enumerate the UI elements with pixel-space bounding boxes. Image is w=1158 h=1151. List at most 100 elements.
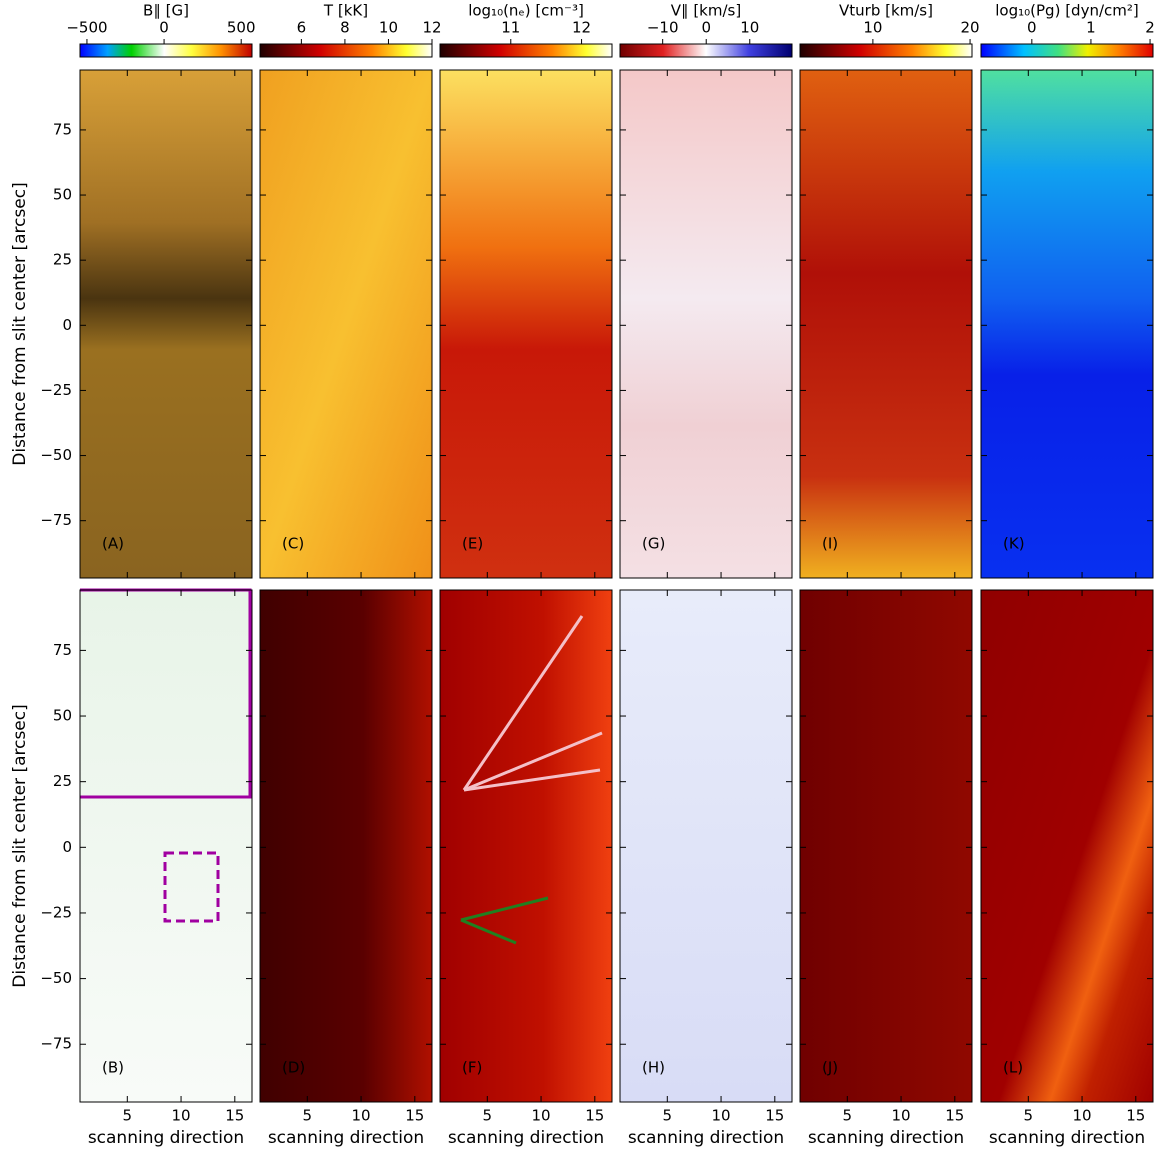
panel-frame [79,69,253,579]
colorbar-title: T [kK] [323,2,368,20]
panel-frame [619,69,793,579]
heatmap [80,590,252,1102]
x-axis-label: scanning direction [448,1128,604,1148]
colorbar-title: V∥ [km/s] [671,2,741,20]
y-tick-label: −25 [40,381,72,399]
colorbar-tick-label: 10 [863,19,882,37]
y-tick-label: 75 [53,120,72,138]
colorbar-tick-label: 0 [159,19,169,37]
direction-lines [460,896,549,945]
y-tick-label: 0 [62,316,72,334]
panel-label: (C) [282,535,304,553]
panel-frame [799,69,973,579]
panel-label: (B) [102,1059,124,1077]
x-axis-label: scanning direction [88,1128,244,1148]
x-tick-label: 5 [843,1107,853,1125]
x-tick-label: 15 [945,1107,964,1125]
x-tick-label: 10 [172,1107,191,1125]
panel-frame [619,589,793,1103]
colorbar-tick-label: 2 [1145,19,1155,37]
colorbar-tick-label: 11 [501,19,520,37]
y-tick-label: −75 [40,511,72,529]
panel-frame [799,589,973,1103]
colorbar-title: log₁₀(Pg) [dyn/cm²] [995,2,1138,20]
y-tick-label: −25 [40,903,72,921]
colorbar [79,43,253,58]
panel-label: (L) [1003,1059,1023,1077]
heatmap [260,590,432,1102]
x-axis-label: scanning direction [808,1128,964,1148]
x-axis-label: scanning direction [628,1128,784,1148]
y-tick-label: 25 [53,251,72,269]
x-tick-label: 10 [892,1107,911,1125]
x-tick-label: 10 [712,1107,731,1125]
colorbar-tick-label: 0 [701,19,711,37]
x-tick-label: 5 [1024,1107,1034,1125]
panel-label: (A) [102,535,124,553]
x-tick-label: 5 [483,1107,493,1125]
y-tick-label: 50 [53,707,72,725]
colorbar-tick-label: 12 [572,19,591,37]
panels [80,70,1153,1102]
colorbar-tick-label: −10 [647,19,679,37]
colorbar-tick-label: 1 [1086,19,1096,37]
direction-lines [462,615,603,792]
y-tick-label: −50 [40,969,72,987]
y-tick-label: −50 [40,446,72,464]
x-tick-label: 15 [225,1107,244,1125]
region-box [163,851,220,923]
x-tick-label: 10 [352,1107,371,1125]
x-tick-label: 10 [532,1107,551,1125]
heatmap [981,70,1153,578]
y-tick-label: 0 [62,838,72,856]
colorbar [799,43,973,58]
x-tick-label: 15 [585,1107,604,1125]
heatmap [440,590,612,1102]
x-axis-label: scanning direction [268,1128,424,1148]
y-axis-label: Distance from slit center [arcsec] [10,182,30,465]
panel-label: (J) [822,1059,838,1077]
colorbar-title: log₁₀(nₑ) [cm⁻³] [468,2,584,20]
panel-frame [980,69,1154,579]
y-tick-label: 75 [53,641,72,659]
x-tick-label: 15 [1126,1107,1145,1125]
colorbar-tick-label: 12 [422,19,441,37]
panel-frame [980,589,1154,1103]
panel-label: (H) [642,1059,665,1077]
panel-label: (E) [462,535,483,553]
heatmap [981,590,1153,1102]
heatmap [80,70,252,578]
y-tick-label: 25 [53,772,72,790]
colorbar [439,43,613,58]
panel-frame [439,589,613,1103]
heatmap [620,590,792,1102]
panel-label: (G) [642,535,665,553]
y-axis-label: Distance from slit center [arcsec] [10,704,30,987]
panel-frame [79,589,253,1103]
heatmap [800,70,972,578]
x-tick-label: 10 [1073,1107,1092,1125]
colorbar-tick-label: 10 [379,19,398,37]
x-tick-label: 5 [303,1107,313,1125]
y-tick-label: −75 [40,1035,72,1053]
colorbar-tick-label: 0 [1027,19,1037,37]
colorbar-tick-label: 20 [961,19,980,37]
x-axis-label: scanning direction [989,1128,1145,1148]
colorbar-tick-label: 10 [740,19,759,37]
colorbar-tick-label: 8 [340,19,350,37]
colorbar-title: Vturb [km/s] [839,2,933,20]
colorbar-tick-label: 6 [297,19,307,37]
x-tick-label: 5 [123,1107,133,1125]
x-tick-label: 15 [765,1107,784,1125]
colorbar-tick-label: 500 [227,19,256,37]
panel-frame [439,69,613,579]
panel-label: (F) [462,1059,482,1077]
colorbar [980,43,1154,58]
panel-frame [259,589,433,1103]
panel-frame [259,69,433,579]
panel-label: (D) [282,1059,305,1077]
colorbar [259,43,433,58]
heatmap [620,70,792,578]
heatmap [800,590,972,1102]
